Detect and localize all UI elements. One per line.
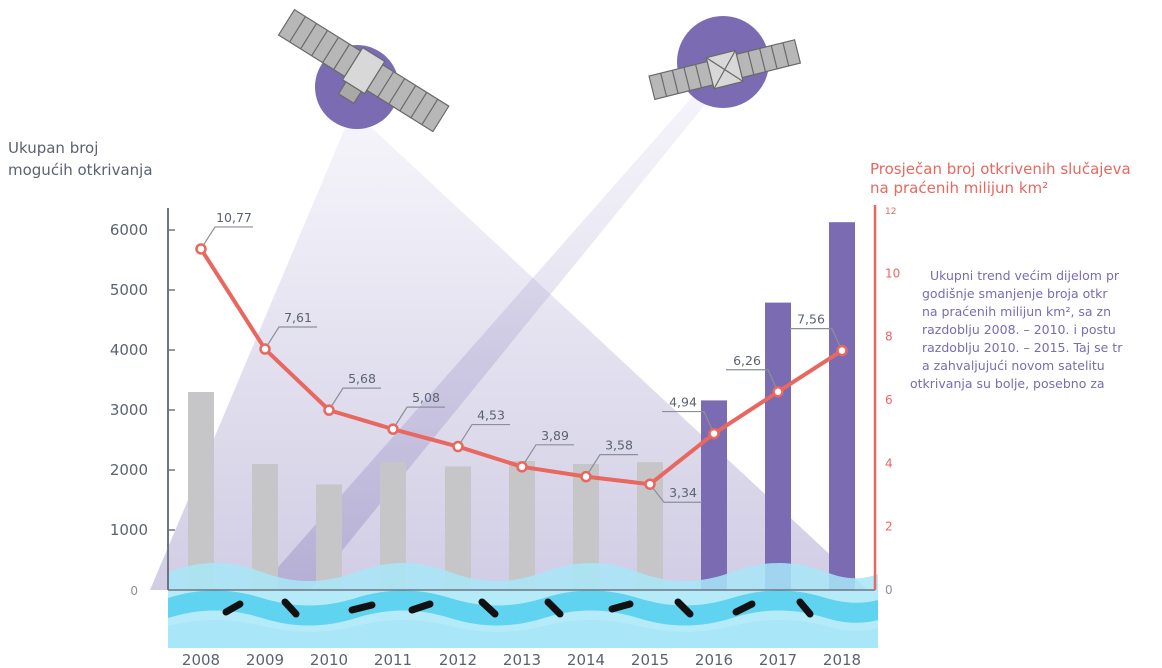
- x-label-2015: 2015: [631, 651, 669, 668]
- axes: [167, 205, 877, 591]
- water-waves: [168, 563, 878, 648]
- x-axis-labels: 2008 2009 2010 2011 2012 2013 2014 2015 2016 2017…: [182, 651, 861, 668]
- left-axis-ticks: 0 1000 2000 3000 4000 5000 6000: [110, 221, 175, 598]
- line-label-text: 10,77: [216, 210, 252, 225]
- right-axis-ticks: 0 2 4 6 8 10 12: [885, 207, 900, 597]
- line-label-2015: 3,34: [649, 483, 702, 503]
- bar-2018: [829, 222, 855, 590]
- right-tick-12: 12: [885, 207, 896, 217]
- left-tick-0: 0: [130, 584, 138, 598]
- line-label-text: 3,89: [541, 428, 569, 443]
- line-label-text: 6,26: [733, 353, 761, 368]
- x-label-2016: 2016: [695, 651, 733, 668]
- x-label-2018: 2018: [823, 651, 861, 668]
- line-label-text: 5,68: [348, 371, 376, 386]
- line-series-layer: 10,77 7,61 5,68 5,08 4,53 3,89 3,58 3,34 4,94 6,2…: [195, 210, 848, 503]
- line-label-2008: 10,77: [200, 210, 253, 250]
- satellite-beam-left: [150, 128, 868, 590]
- x-label-2008: 2008: [182, 651, 220, 668]
- x-label-2014: 2014: [567, 651, 605, 668]
- line-point-2010: [323, 404, 335, 416]
- bar-2009: [252, 464, 278, 590]
- satellite-left-icon: [277, 8, 450, 133]
- right-tick-0: 0: [885, 583, 893, 597]
- annotation-line-1: Ukupni trend većim dijelom pr: [930, 268, 1120, 283]
- line-label-text: 3,34: [669, 485, 697, 500]
- left-axis-title-line2: mogućih otkrivanja: [8, 161, 153, 179]
- bar-2017: [765, 302, 791, 590]
- satellite-beam-right: [258, 96, 712, 590]
- line-point-2015: [644, 478, 656, 490]
- annotation-line-3: na praćenih milijun km², sa zn: [922, 304, 1111, 319]
- line-label-2013: 3,89: [521, 428, 574, 468]
- bar-2013: [509, 461, 535, 590]
- left-tick-2000: 2000: [110, 461, 148, 479]
- line-label-2016: 4,94: [662, 395, 715, 434]
- line-point-2012: [452, 440, 464, 453]
- line-label-text: 4,53: [477, 408, 505, 423]
- line-point-2017: [772, 386, 784, 398]
- left-tick-3000: 3000: [110, 401, 148, 419]
- annotation-text: Ukupni trend većim dijelom pr godišnje s…: [910, 268, 1123, 391]
- x-label-2010: 2010: [310, 651, 348, 668]
- x-label-2011: 2011: [374, 651, 412, 668]
- right-tick-6: 6: [885, 393, 893, 407]
- right-tick-4: 4: [885, 456, 893, 470]
- line-label-2018: 7,56: [790, 312, 843, 351]
- line-label-text: 5,08: [412, 390, 440, 405]
- line-label-2009: 7,61: [264, 310, 317, 350]
- left-axis-title-line1: Ukupan broj: [8, 139, 98, 157]
- left-tick-6000: 6000: [110, 221, 148, 239]
- line-label-2017: 6,26: [726, 353, 779, 393]
- x-label-2012: 2012: [439, 651, 477, 668]
- right-axis-title-line2: na praćenih milijun km²: [870, 179, 1048, 197]
- line-label-2012: 4,53: [457, 408, 510, 447]
- annotation-line-4: razdoblju 2008. – 2010. i postu: [922, 322, 1116, 337]
- line-point-2014: [580, 470, 592, 483]
- satellite-right-icon: [648, 16, 802, 108]
- bar-2010: [316, 484, 342, 590]
- line-label-2010: 5,68: [328, 371, 381, 411]
- line-point-2009: [259, 343, 271, 355]
- left-tick-5000: 5000: [110, 281, 148, 299]
- line-label-text: 4,94: [669, 395, 697, 410]
- line-label-2011: 5,08: [392, 390, 445, 430]
- x-label-2013: 2013: [503, 651, 541, 668]
- line-label-text: 7,61: [284, 310, 312, 325]
- annotation-line-2: godišnje smanjenje broja otkr: [922, 286, 1108, 301]
- line-point-2008: [195, 243, 207, 255]
- right-tick-8: 8: [885, 330, 893, 344]
- right-tick-2: 2: [885, 520, 893, 534]
- left-tick-1000: 1000: [110, 521, 148, 539]
- bar-2008: [188, 392, 214, 590]
- annotation-line-6: a zahvaljujući novom satelitu: [922, 358, 1105, 373]
- detection-marks: [222, 598, 814, 618]
- line-point-2011: [387, 423, 399, 435]
- right-tick-10: 10: [885, 266, 900, 280]
- line-point-2016: [708, 427, 720, 440]
- annotation-line-7: otkrivanja su bolje, posebno za: [910, 376, 1105, 391]
- line-label-text: 3,58: [605, 438, 633, 453]
- line-label-text: 7,56: [797, 312, 825, 327]
- right-axis-title-line1: Prosječan broj otkrivenih slučajeva: [870, 160, 1131, 178]
- annotation-line-5: razdoblju 2010. – 2015. Taj se tr: [922, 340, 1123, 355]
- line-point-2013: [516, 461, 528, 473]
- left-tick-4000: 4000: [110, 341, 148, 359]
- line-point-2018: [836, 344, 848, 357]
- x-label-2017: 2017: [759, 651, 797, 668]
- line-label-2014: 3,58: [585, 438, 638, 477]
- x-label-2009: 2009: [246, 651, 284, 668]
- bar-2012: [445, 466, 471, 590]
